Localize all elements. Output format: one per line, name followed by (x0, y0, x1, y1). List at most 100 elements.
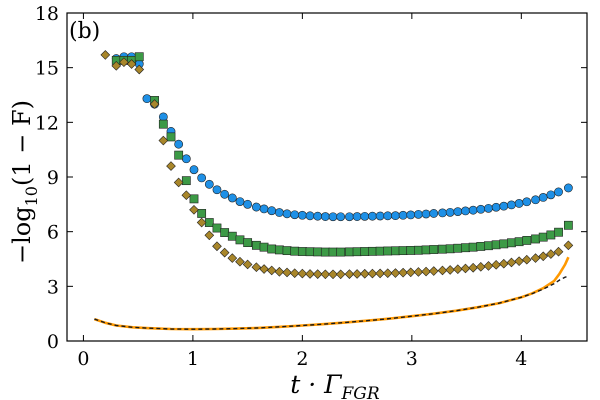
data-point-circle (290, 210, 300, 220)
data-point-square (368, 246, 377, 256)
data-point-circle (267, 206, 277, 216)
y-tick-label: 18 (35, 3, 59, 25)
data-point-diamond (352, 269, 362, 279)
data-point-square (360, 247, 370, 256)
data-point-diamond (100, 50, 111, 60)
data-point-square (499, 239, 509, 249)
data-point-diamond (530, 253, 541, 263)
data-point-square (484, 241, 493, 251)
data-point-circle (398, 210, 408, 220)
data-point-diamond (134, 64, 145, 75)
data-point-circle (468, 205, 478, 215)
data-point-diamond (235, 256, 245, 267)
data-point-square (251, 240, 261, 250)
data-point-circle (204, 179, 214, 189)
data-point-diamond (428, 266, 439, 276)
data-point-circle (235, 197, 245, 206)
data-point-diamond (437, 265, 448, 276)
data-point-circle (538, 193, 548, 202)
data-point-circle (414, 209, 423, 219)
data-point-square (235, 235, 245, 245)
data-point-square (181, 176, 191, 186)
data-point-diamond (166, 161, 176, 171)
data-point-diamond (452, 264, 463, 275)
data-point-diamond (242, 259, 253, 270)
data-point-square (461, 243, 470, 253)
data-point-square (554, 227, 563, 237)
data-point-circle (305, 211, 315, 221)
data-point-circle (484, 203, 493, 213)
data-point-circle (476, 204, 486, 214)
data-point-circle (368, 211, 377, 221)
data-point-circle (360, 211, 370, 221)
data-point-square (421, 245, 431, 255)
data-point-circle (438, 208, 447, 218)
x-tick-label: 4 (515, 348, 527, 370)
data-point-diamond (266, 265, 277, 276)
data-point-diamond (375, 268, 385, 279)
data-point-circle (375, 211, 385, 221)
data-point-square (375, 246, 385, 256)
data-point-square (491, 240, 501, 250)
data-point-square (391, 246, 400, 256)
data-point-diamond (312, 269, 323, 279)
data-point-diamond (538, 251, 549, 262)
data-point-circle (554, 187, 563, 197)
data-point-square (297, 247, 307, 256)
x-tick-label: 1 (187, 348, 199, 370)
data-point-diamond (421, 266, 431, 277)
data-point-square (507, 238, 516, 248)
data-point-diamond (289, 268, 300, 279)
data-point-circle (297, 210, 307, 220)
x-axis-title-sub: FGR (341, 384, 380, 400)
data-point-diamond (251, 262, 262, 273)
x-tick-label: 0 (77, 348, 89, 370)
x-axis-title: t · ΓFGR (290, 370, 380, 400)
y-axis-title-suffix: (1 − F) (8, 100, 36, 186)
plot-frame (66, 12, 588, 342)
data-point-diamond (521, 254, 532, 265)
data-point-circle (181, 154, 191, 164)
y-tick-label: 0 (47, 331, 59, 353)
data-point-circle (282, 209, 292, 219)
data-point-circle (251, 202, 261, 212)
data-point-diamond (212, 241, 222, 252)
data-point-circle (320, 212, 330, 221)
data-point-diamond (514, 256, 524, 267)
data-point-square (345, 247, 354, 257)
data-point-diamond (126, 59, 137, 69)
data-point-square (383, 246, 393, 256)
y-tick-label: 9 (47, 167, 59, 189)
data-point-square (174, 150, 184, 160)
data-point-diamond (227, 253, 238, 263)
data-point-circle (453, 207, 463, 217)
data-point-diamond (328, 269, 338, 280)
data-point-circle (227, 193, 237, 203)
data-point-diamond (563, 240, 574, 251)
data-point-square (531, 234, 540, 244)
data-point-square (445, 244, 455, 254)
y-tick-label: 6 (47, 222, 59, 244)
data-point-diamond (468, 262, 478, 273)
data-point-square (305, 247, 315, 257)
data-point-diamond (475, 262, 486, 272)
data-point-diamond (483, 261, 494, 271)
x-axis-title-base: t · Γ (290, 370, 343, 399)
data-point-diamond (274, 266, 285, 277)
data-point-circle (383, 211, 393, 221)
data-point-diamond (320, 269, 331, 280)
data-point-diamond (111, 61, 122, 71)
data-point-square (546, 230, 556, 240)
data-point-diamond (219, 247, 230, 258)
data-point-square (336, 247, 346, 257)
data-point-square (514, 237, 524, 247)
data-point-diamond (259, 264, 269, 274)
data-point-diamond (506, 257, 517, 268)
data-point-square (563, 220, 573, 230)
y-axis-title-prefix: −log (8, 206, 36, 264)
data-point-circle (507, 200, 516, 210)
data-point-square (414, 245, 423, 255)
series-layer (93, 50, 574, 331)
data-point-circle (220, 189, 230, 199)
